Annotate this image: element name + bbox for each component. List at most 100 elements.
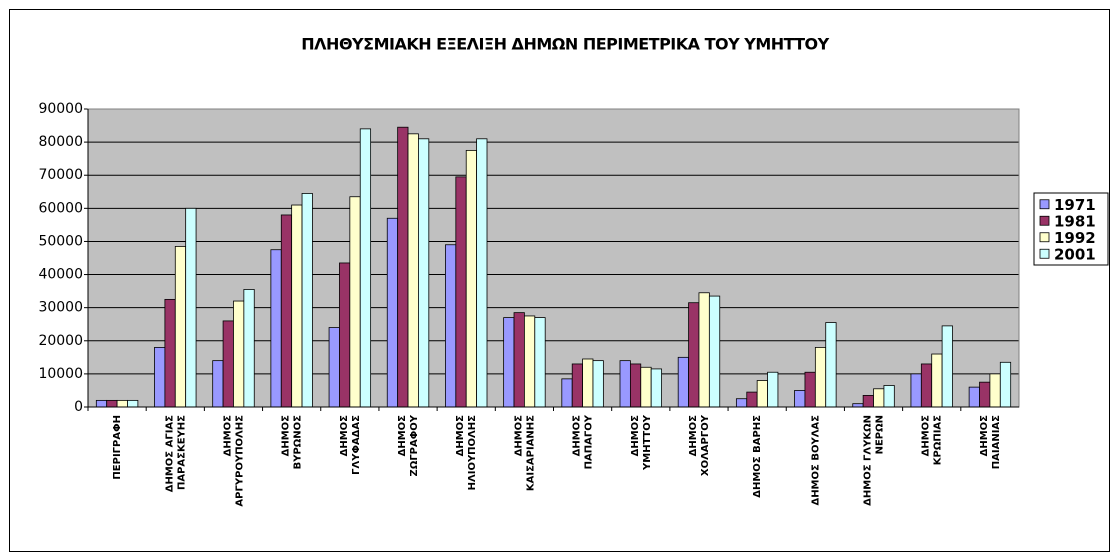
bar — [349, 196, 361, 408]
bar — [688, 302, 700, 408]
bar — [534, 317, 546, 408]
x-tick-label: ΔΗΜΟΣΑΡΓΥΡΟΥΠΟΛΗΣ — [222, 415, 245, 507]
label-line: ΔΗΜΟΣ — [688, 415, 699, 457]
bar — [910, 373, 922, 408]
x-tick-label: ΔΗΜΟΣΒΥΡΩΝΟΣ — [281, 415, 304, 470]
label-line: ΔΗΜΟΣ — [397, 415, 408, 457]
bar — [968, 386, 980, 408]
label-line: ΠΕΡΙΓΡΑΦΗ — [112, 415, 123, 480]
x-tick-label: ΔΗΜΟΣ ΒΑΡΗΣ — [752, 415, 763, 498]
bar — [328, 327, 340, 408]
bar — [359, 128, 372, 408]
label-line: ΔΗΜΟΣ — [513, 415, 524, 457]
bar — [561, 378, 573, 408]
label-line: ΚΡΩΠΙΑΣ — [933, 415, 944, 465]
bar — [127, 399, 139, 408]
label-line: ΔΗΜΟΣ — [222, 415, 233, 457]
bar — [212, 360, 224, 408]
x-tick-label: ΔΗΜΟΣ ΓΛΥΚΩΝΝΕΡΩΝ — [863, 415, 886, 506]
y-tick-label: 20000 — [38, 333, 83, 349]
bar — [825, 322, 837, 408]
label-line: ΠΑΙΑΝΙΑΣ — [991, 415, 1002, 469]
chart-title: ΠΛΗΘΥΣΜΙΑΚΗ ΕΞΕΛΙΞΗ ΔΗΜΩΝ ΠΕΡΙΜΕΤΡΙΚΑ ΤΟ… — [301, 35, 829, 54]
label-line: ΔΗΜΟΣ — [339, 415, 350, 457]
bar — [640, 366, 652, 408]
x-tick-label: ΠΕΡΙΓΡΑΦΗ — [112, 415, 123, 480]
bar — [301, 193, 313, 408]
y-tick-label: 70000 — [38, 167, 83, 183]
x-tick-label: ΔΗΜΟΣΠΑΙΑΝΙΑΣ — [979, 415, 1002, 469]
bar — [270, 249, 282, 408]
bar — [445, 244, 457, 408]
x-tick-label: ΔΗΜΟΣΠΑΠΑΓΟΥ — [572, 414, 595, 469]
bar — [280, 214, 293, 408]
y-tick-label: 80000 — [38, 134, 83, 150]
legend-swatch — [1039, 232, 1050, 243]
bar — [571, 363, 583, 408]
bar — [650, 368, 662, 408]
label-line: ΗΛΙΟΥΠΟΛΗΣ — [467, 415, 478, 491]
bar — [386, 217, 399, 408]
bar — [767, 371, 779, 408]
label-line: ΒΥΡΩΝΟΣ — [293, 415, 304, 470]
bar — [698, 292, 710, 408]
legend-label: 1992 — [1054, 229, 1096, 247]
bar — [116, 399, 128, 408]
bar — [756, 380, 768, 408]
bar — [418, 138, 430, 408]
bar — [931, 353, 943, 408]
label-line: ΔΗΜΟΣ — [630, 415, 641, 457]
label-line: ΠΑΠΑΓΟΥ — [584, 414, 595, 469]
bar — [920, 363, 933, 408]
bar — [629, 363, 642, 408]
label-line: ΔΗΜΟΣ ΓΛΥΚΩΝ — [863, 415, 874, 506]
bar — [592, 360, 604, 408]
y-tick-label: 50000 — [38, 233, 83, 249]
label-line: ΓΛΥΦΑΔΑΣ — [351, 415, 362, 475]
y-tick-label: 60000 — [38, 200, 83, 216]
label-line: ΔΗΜΟΣ ΑΓΙΑΣ — [164, 415, 175, 492]
bar — [582, 358, 594, 408]
legend-label: 1971 — [1054, 196, 1096, 214]
legend-label: 1981 — [1054, 212, 1096, 230]
bar — [814, 346, 827, 408]
label-line: ΔΗΜΟΣ — [572, 415, 583, 457]
y-tick-label: 0 — [74, 399, 83, 415]
bar — [735, 398, 748, 408]
bar — [233, 300, 245, 408]
bar — [708, 295, 721, 408]
legend-label: 2001 — [1054, 245, 1096, 263]
legend-swatch — [1039, 199, 1050, 210]
label-line: ΝΕΡΩΝ — [875, 415, 886, 454]
bar — [873, 388, 885, 408]
bar — [154, 346, 166, 408]
bar — [524, 315, 536, 408]
bar — [95, 399, 108, 408]
bar — [185, 207, 197, 408]
bar — [465, 149, 478, 408]
bar — [941, 325, 953, 408]
label-line: ΔΗΜΟΣ ΒΑΡΗΣ — [752, 415, 763, 498]
x-tick-label: ΔΗΜΟΣΧΟΛΑΡΓΟΥ — [688, 414, 711, 476]
bar — [339, 262, 351, 408]
label-line: ΚΑΙΣΑΡΙΑΝΗΣ — [525, 415, 536, 491]
bar — [407, 133, 419, 408]
label-line: ΖΩΓΡΑΦΟΥ — [409, 414, 420, 476]
y-tick-label: 90000 — [38, 101, 83, 117]
x-tick-label: ΔΗΜΟΣΚΑΙΣΑΡΙΑΝΗΣ — [513, 415, 536, 491]
bar — [999, 361, 1012, 408]
x-tick-label: ΔΗΜΟΣ ΑΓΙΑΣΠΑΡΑΣΚΕΥΗΣ — [164, 415, 187, 492]
bar — [677, 356, 689, 408]
bar — [619, 360, 631, 408]
bar — [174, 246, 187, 408]
x-tick-label: ΔΗΜΟΣΥΜΗΤΤΟΥ — [630, 414, 653, 471]
y-tick-label: 10000 — [38, 366, 83, 382]
bar — [794, 390, 806, 408]
bar — [397, 126, 409, 408]
bar — [804, 371, 816, 408]
bar — [291, 204, 303, 408]
bar — [164, 298, 176, 408]
bar — [106, 399, 118, 408]
bar — [746, 391, 758, 408]
x-tick-label: ΔΗΜΟΣΓΛΥΦΑΔΑΣ — [339, 415, 362, 475]
